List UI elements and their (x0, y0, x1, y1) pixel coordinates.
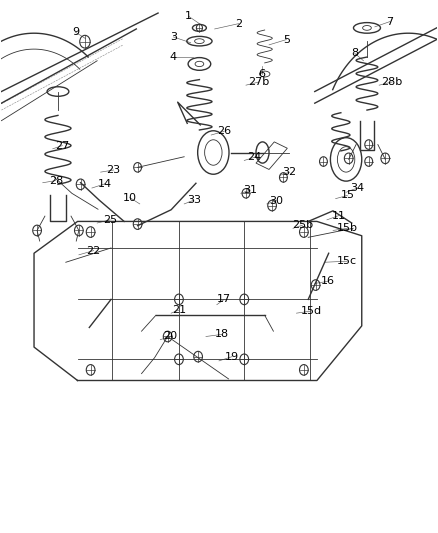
Text: 2: 2 (235, 19, 242, 29)
Text: 32: 32 (283, 167, 297, 177)
Text: 11: 11 (332, 211, 346, 221)
Text: 15c: 15c (337, 256, 357, 266)
Text: 18: 18 (215, 329, 229, 340)
Text: 4: 4 (170, 52, 177, 62)
Text: 28: 28 (49, 175, 63, 185)
Text: 22: 22 (87, 246, 101, 256)
Text: 24: 24 (247, 152, 262, 162)
Text: 28b: 28b (381, 77, 403, 87)
Text: 31: 31 (244, 185, 258, 195)
Text: 34: 34 (350, 183, 364, 193)
Text: 25b: 25b (292, 220, 313, 230)
Text: 17: 17 (217, 294, 231, 304)
Text: 9: 9 (72, 27, 79, 37)
Text: 1: 1 (185, 11, 192, 21)
Text: 33: 33 (187, 195, 201, 205)
Text: 15: 15 (340, 190, 354, 200)
Text: 19: 19 (225, 352, 239, 361)
Text: 14: 14 (98, 179, 112, 189)
Text: 27b: 27b (248, 77, 270, 87)
Text: 21: 21 (172, 305, 186, 315)
Text: 7: 7 (386, 17, 394, 27)
Text: 5: 5 (283, 35, 290, 45)
Text: 23: 23 (106, 165, 121, 175)
Text: 8: 8 (351, 49, 358, 58)
Text: 30: 30 (269, 196, 283, 206)
Text: 15b: 15b (337, 223, 358, 233)
Text: 25: 25 (103, 215, 117, 225)
Text: 27: 27 (55, 141, 70, 151)
Text: 16: 16 (321, 276, 335, 286)
Text: 6: 6 (258, 69, 265, 79)
Text: 20: 20 (163, 332, 177, 342)
Text: 3: 3 (170, 32, 177, 42)
Text: 26: 26 (217, 126, 231, 136)
Text: 10: 10 (123, 192, 137, 203)
Text: 15d: 15d (301, 306, 322, 316)
